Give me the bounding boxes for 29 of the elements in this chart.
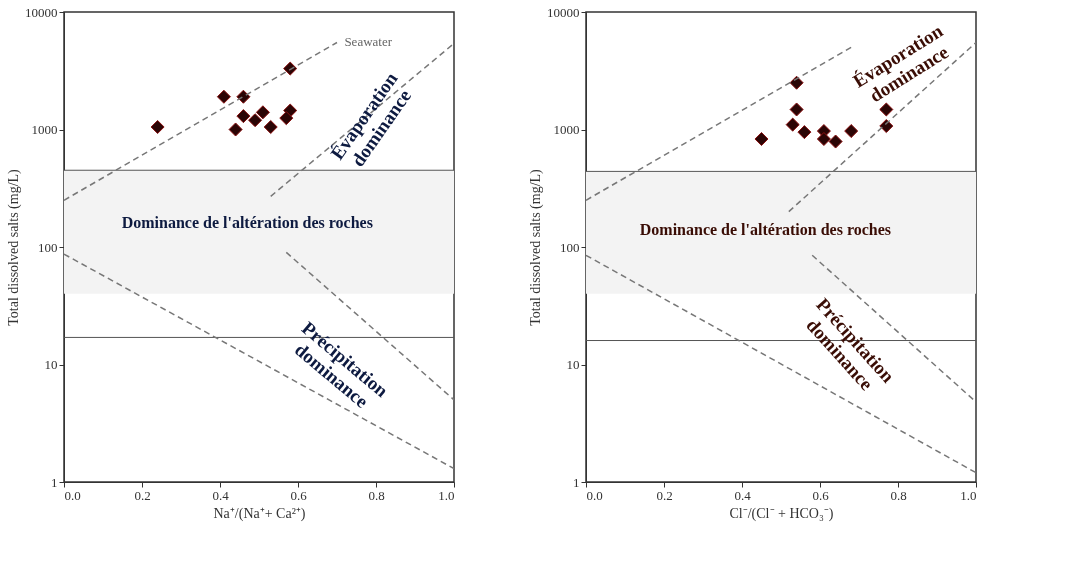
x-axis-title: Cl⁻/(Cl⁻ + HCO₃⁻) [729,505,834,522]
x-tick-label: 0.2 [656,487,673,503]
y-axis-title: Total dissolved salts (mg/L) [528,168,544,326]
x-tick-label: 0.0 [64,487,81,503]
x-tick-label: 0.6 [290,487,308,503]
y-tick-label: 100 [38,239,58,255]
y-tick-label: 10 [44,357,58,372]
y-tick-label: 10 [566,357,580,372]
x-tick-label: 0.8 [890,487,907,503]
x-tick-label: 0.2 [134,487,151,503]
x-tick-label: 0.4 [212,487,230,503]
y-tick-label: 1 [51,474,58,490]
y-tick-label: 10000 [547,4,580,20]
x-tick-label: 0.8 [368,487,385,503]
x-tick-label: 0.4 [734,487,752,503]
annotation: Dominance de l'altération des roches [121,214,373,232]
y-tick-label: 10000 [25,4,58,20]
y-tick-label: 1 [573,474,580,490]
y-tick-label: 1000 [553,122,580,137]
y-tick-label: 100 [560,239,580,255]
annotation: Dominance de l'altération des roches [639,220,892,238]
x-tick-label: 1.0 [960,487,977,503]
annotation: Seawater [344,33,393,49]
x-tick-label: 1.0 [438,487,455,503]
x-axis-title: Na⁺/(Na⁺+ Ca²⁺) [213,505,306,522]
x-tick-label: 0.6 [812,487,830,503]
y-axis-title: Total dissolved salts (mg/L) [6,168,22,326]
y-tick-label: 1000 [31,122,58,137]
x-tick-label: 0.0 [586,487,603,503]
